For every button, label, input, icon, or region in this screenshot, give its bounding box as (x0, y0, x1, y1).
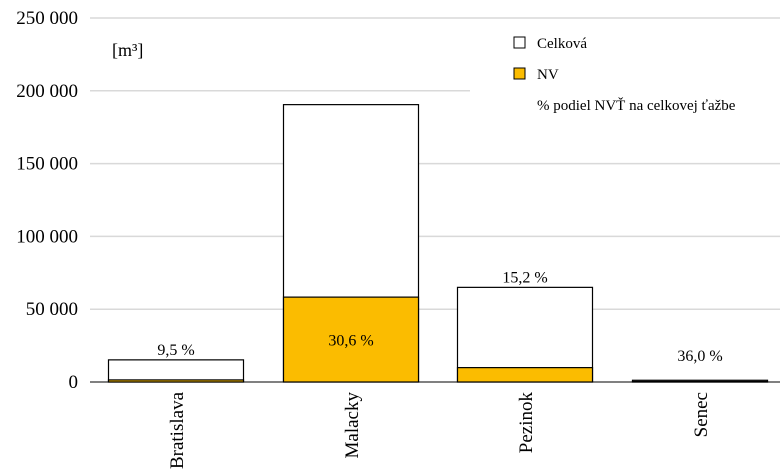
bars: 9,5 % 30,6 % 15,2 % 36,0 % (107, 104, 769, 383)
legend-swatch-nv (513, 67, 526, 80)
bar-celkova (107, 359, 245, 383)
data-label-percent: 30,6 % (328, 333, 373, 350)
legend-label-nv: NV (537, 67, 559, 83)
legend-label-percent: % podiel NVŤ na celkovej ťažbe (537, 97, 736, 114)
y-tick-label: 250 000 (16, 8, 78, 29)
x-tick-label: Bratislava (167, 391, 188, 469)
y-tick-label: 200 000 (16, 81, 78, 102)
y-tick-label: 150 000 (16, 154, 78, 175)
y-tick-label: 100 000 (16, 226, 78, 247)
bar-nv (456, 367, 594, 383)
x-tick-label: Pezinok (516, 392, 537, 454)
data-label-percent: 9,5 % (157, 342, 194, 359)
x-tick-label: Malacky (342, 392, 363, 459)
y-axis: 0 50 000 100 000 150 000 200 000 250 000 (16, 8, 78, 393)
bar-nv (282, 296, 420, 383)
unit-label: [m³] (112, 40, 143, 60)
data-label-percent: 15,2 % (502, 269, 547, 286)
y-tick-label: 0 (69, 372, 79, 393)
legend: Celková NV % podiel NVŤ na celkovej ťažb… (470, 28, 780, 133)
x-tick-label: Senec (691, 392, 712, 437)
bar-celkova (456, 286, 594, 383)
data-label-percent: 36,0 % (677, 348, 722, 365)
x-axis: Bratislava Malacky Pezinok Senec (167, 391, 712, 469)
legend-swatch-celkova (513, 36, 526, 49)
y-tick-label: 50 000 (26, 299, 78, 320)
legend-label-celkova: Celková (537, 36, 587, 52)
